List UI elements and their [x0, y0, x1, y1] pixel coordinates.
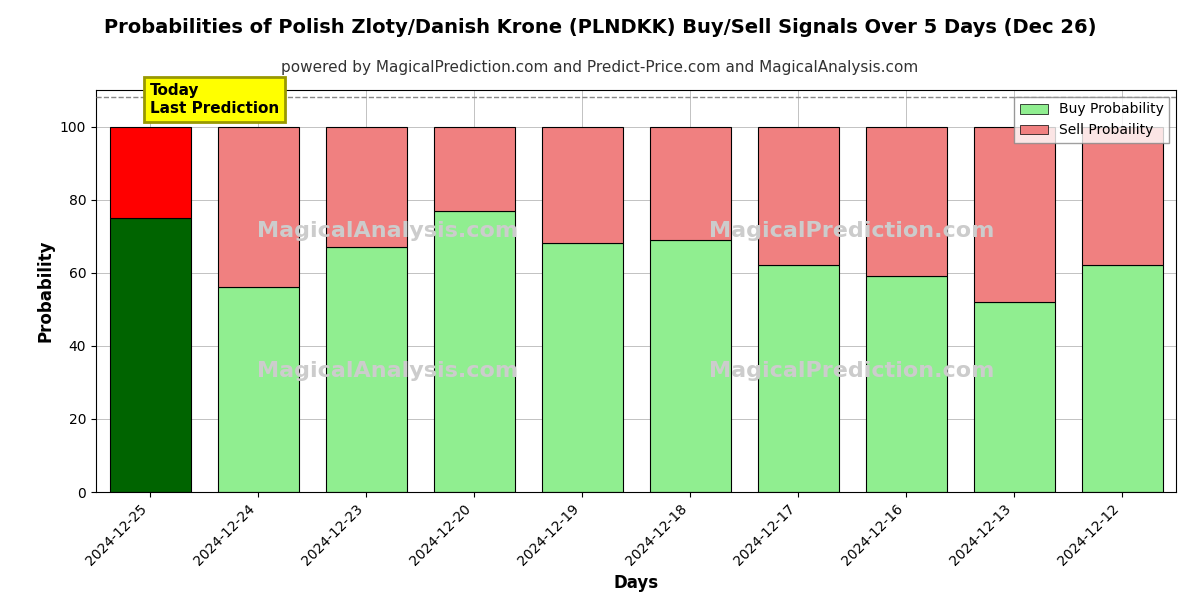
Text: MagicalAnalysis.com: MagicalAnalysis.com	[257, 221, 518, 241]
Bar	[973, 302, 1055, 492]
Bar	[649, 240, 731, 492]
Bar	[541, 244, 623, 492]
Bar	[325, 247, 407, 492]
Bar	[649, 127, 731, 240]
Bar	[109, 127, 191, 218]
Bar	[865, 127, 947, 277]
Bar	[217, 287, 299, 492]
Bar	[757, 265, 839, 492]
Text: MagicalPrediction.com: MagicalPrediction.com	[709, 361, 995, 382]
Bar	[865, 277, 947, 492]
Bar	[541, 127, 623, 244]
Text: powered by MagicalPrediction.com and Predict-Price.com and MagicalAnalysis.com: powered by MagicalPrediction.com and Pre…	[281, 60, 919, 75]
Text: MagicalPrediction.com: MagicalPrediction.com	[709, 221, 995, 241]
Bar	[433, 127, 515, 211]
Bar	[1081, 127, 1163, 265]
X-axis label: Days: Days	[613, 574, 659, 592]
Bar	[325, 127, 407, 247]
Bar	[217, 127, 299, 287]
Text: Today
Last Prediction: Today Last Prediction	[150, 83, 280, 116]
Text: MagicalAnalysis.com: MagicalAnalysis.com	[257, 361, 518, 382]
Bar	[109, 218, 191, 492]
Legend: Buy Probability, Sell Probaility: Buy Probability, Sell Probaility	[1014, 97, 1169, 143]
Bar	[757, 127, 839, 265]
Text: Probabilities of Polish Zloty/Danish Krone (PLNDKK) Buy/Sell Signals Over 5 Days: Probabilities of Polish Zloty/Danish Kro…	[103, 18, 1097, 37]
Bar	[973, 127, 1055, 302]
Bar	[433, 211, 515, 492]
Y-axis label: Probability: Probability	[36, 240, 54, 342]
Bar	[1081, 265, 1163, 492]
